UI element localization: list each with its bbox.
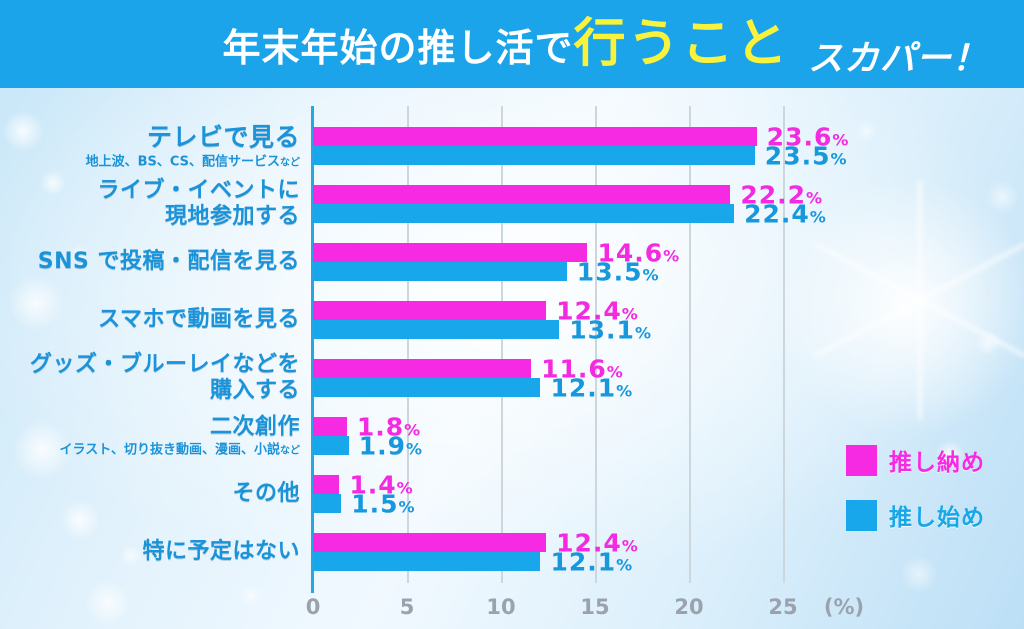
- value-label-推し納め-row5: 11.6%: [541, 354, 624, 383]
- gridline-5: [407, 106, 409, 583]
- category-label-row5: グッズ・ブルーレイなどを 購入する: [29, 352, 300, 403]
- bar-推し始め-row8: [313, 552, 541, 571]
- value-label-推し納め-row7: 1.4%: [349, 470, 414, 499]
- skyperfectv-logo: スカパー！: [807, 39, 988, 79]
- category-label-row2: ライブ・イベントに 現地参加する: [97, 178, 300, 229]
- category-label-row4: スマホで動画を見る: [98, 307, 300, 333]
- bar-推し納め-row4: [313, 301, 547, 320]
- bar-推し始め-row2: [313, 204, 735, 223]
- value-label-推し始め-row6: 1.9%: [358, 431, 424, 460]
- gridline-15: [595, 106, 597, 583]
- bokeh-dot: [855, 120, 877, 142]
- gridline-20: [689, 106, 691, 583]
- bar-推し始め-row3: [313, 262, 567, 281]
- legend-item-1: 推し納め: [846, 443, 985, 477]
- category-label-row3: SNS で投稿・配信を見る: [37, 249, 300, 275]
- bar-chart-plot: 0 5 10 15 20 25 (%) 23.6% 23.5% 22.2% 22.4% 14.6% 13…: [306, 106, 864, 619]
- bokeh-dot: [900, 555, 938, 593]
- bar-推し始め-row5: [313, 378, 541, 397]
- x-tick-label-15: 15: [580, 595, 610, 619]
- title-text: 年末年始の推し活で: [222, 26, 574, 70]
- value-label-推し始め-row4: 13.1%: [569, 315, 652, 344]
- snowflake-glow: [780, 130, 1024, 470]
- bokeh-dot: [240, 585, 262, 607]
- bar-推し始め-row7: [313, 494, 342, 513]
- bar-推し始め-row4: [313, 320, 560, 339]
- bokeh-dot: [975, 330, 1001, 356]
- x-tick-label-20: 20: [674, 595, 704, 619]
- category-label-row7: その他: [232, 481, 300, 507]
- value-label-推し納め-row6: 1.8%: [356, 412, 422, 441]
- value-label-推し納め-row3: 14.6%: [597, 238, 681, 267]
- bokeh-dot: [85, 580, 131, 626]
- bar-推し始め-row6: [313, 436, 349, 455]
- bar-推し納め-row3: [313, 243, 588, 262]
- category-label-row6: 二次創作 イラスト、切り抜き動画、漫画、小説など: [59, 414, 300, 458]
- legend-item-2: 推し始め: [846, 498, 985, 532]
- page-title: 年末年始の推し活で行うこと: [222, 18, 789, 70]
- legend-swatch: [846, 499, 877, 531]
- value-label-推し始め-row5: 12.1%: [550, 373, 634, 402]
- value-label-推し始め-row3: 13.5%: [576, 257, 660, 286]
- value-label-推し始め-row1: 23.5%: [764, 141, 848, 170]
- title-highlight: 行うこと: [573, 14, 790, 74]
- category-label-row8: 特に予定はない: [142, 539, 300, 565]
- y-axis-line: [311, 106, 314, 593]
- category-labels: テレビで見る 地上波、BS、CS、配信サービスなどライブ・イベントに 現地参加する S…: [0, 106, 300, 586]
- value-label-推し始め-row2: 22.4%: [744, 199, 827, 228]
- value-label-推し始め-row7: 1.5%: [351, 489, 416, 518]
- value-label-推し納め-row4: 12.4%: [556, 296, 639, 325]
- value-label-推し納め-row1: 23.6%: [766, 122, 850, 151]
- chart-legend: 推し納め 推し始め: [846, 443, 985, 553]
- legend-swatch: [846, 444, 877, 476]
- bar-推し納め-row5: [313, 359, 532, 378]
- x-axis-unit-label: (%): [823, 595, 865, 619]
- value-label-推し始め-row8: 12.1%: [550, 547, 634, 576]
- x-tick-label-5: 5: [399, 595, 415, 619]
- gridline-10: [501, 106, 503, 583]
- header-banner: 年末年始の推し活で行うこと スカパー！: [0, 0, 1024, 88]
- gridline-25: [783, 106, 785, 583]
- x-tick-label-25: 25: [768, 595, 798, 619]
- bokeh-dot: [985, 180, 1019, 214]
- bar-推し始め-row1: [313, 146, 755, 165]
- legend-label: 推し納め: [889, 450, 985, 476]
- value-label-推し納め-row2: 22.2%: [740, 180, 824, 209]
- bar-推し納め-row2: [313, 185, 731, 204]
- x-tick-label-0: 0: [305, 595, 321, 619]
- legend-label: 推し始め: [889, 505, 985, 531]
- bar-推し納め-row7: [313, 475, 340, 494]
- bar-推し納め-row1: [313, 127, 757, 146]
- category-label-row1: テレビで見る 地上波、BS、CS、配信サービスなど: [85, 122, 300, 170]
- x-tick-label-10: 10: [486, 595, 516, 619]
- value-label-推し納め-row8: 12.4%: [556, 528, 639, 557]
- bar-推し納め-row6: [313, 417, 347, 436]
- bar-推し納め-row8: [313, 533, 547, 552]
